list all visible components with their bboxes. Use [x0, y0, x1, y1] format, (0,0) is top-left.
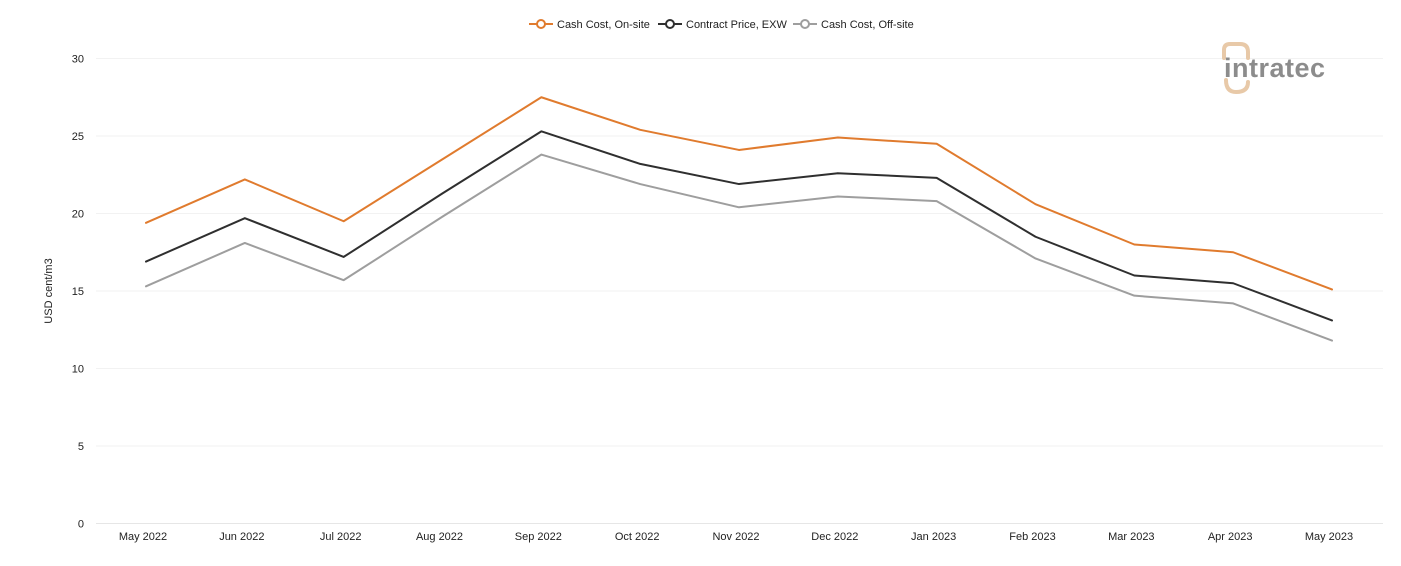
data-point [244, 178, 246, 181]
legend-marker-icon [665, 19, 675, 29]
data-point [1331, 339, 1333, 342]
series-line-1 [145, 130, 1333, 322]
data-point [441, 192, 444, 195]
series-line-2 [145, 153, 1333, 342]
data-point [1034, 257, 1037, 260]
intratec-logo: intratec [1222, 42, 1326, 95]
x-tick-label: Nov 2022 [712, 531, 759, 543]
y-tick-label: 5 [78, 441, 84, 453]
y-tick-label: 15 [72, 286, 84, 298]
data-point [145, 260, 147, 263]
data-point [1133, 243, 1136, 246]
x-tick-label: Jun 2022 [219, 531, 264, 543]
data-point [639, 163, 641, 165]
series-line-0 [145, 96, 1333, 291]
x-tick-label: Oct 2022 [615, 531, 660, 543]
y-axis-title: USD cent/m3 [43, 258, 55, 323]
data-point [738, 206, 740, 209]
data-point [342, 256, 345, 258]
data-point [441, 158, 444, 161]
data-point [441, 215, 444, 218]
legend[interactable]: Cash Cost, On-site Contract Price, EXW Cas… [529, 19, 914, 31]
legend-label: Cash Cost, On-site [557, 19, 650, 31]
series-lines [145, 96, 1333, 342]
data-point [837, 136, 839, 139]
legend-marker-icon [800, 19, 810, 29]
y-axis-ticks: 0 5 10 15 20 25 30 [72, 54, 84, 531]
data-point [540, 153, 543, 156]
x-tick-label: Sep 2022 [515, 531, 562, 543]
data-point [1331, 319, 1333, 322]
grid-lines [96, 58, 1383, 524]
data-point [342, 220, 345, 223]
data-point [738, 149, 740, 151]
data-point [540, 96, 543, 99]
data-point [935, 177, 938, 179]
data-point [837, 172, 839, 174]
legend-label: Contract Price, EXW [686, 19, 787, 31]
data-point [1133, 294, 1136, 297]
y-tick-label: 20 [72, 209, 84, 221]
data-point [244, 217, 246, 219]
legend-marker-icon [536, 19, 546, 29]
data-point [935, 142, 938, 145]
x-tick-label: Feb 2023 [1009, 531, 1055, 543]
data-point [1232, 302, 1234, 305]
data-point [244, 242, 246, 244]
y-tick-label: 10 [72, 364, 84, 376]
x-tick-label: Mar 2023 [1108, 531, 1154, 543]
y-tick-label: 30 [72, 54, 84, 66]
data-point [639, 129, 641, 131]
data-point [145, 285, 147, 288]
x-tick-label: May 2023 [1305, 531, 1353, 543]
x-tick-label: Aug 2022 [416, 531, 463, 543]
x-tick-label: Dec 2022 [811, 531, 858, 543]
legend-label: Cash Cost, Off-site [821, 19, 914, 31]
legend-item[interactable]: Cash Cost, Off-site [793, 19, 914, 31]
data-point [738, 183, 740, 185]
legend-item[interactable]: Cash Cost, On-site [529, 19, 650, 31]
data-point [1232, 282, 1234, 285]
legend-item[interactable]: Contract Price, EXW [658, 19, 787, 31]
data-point [1331, 288, 1333, 291]
logo-text: intratec [1224, 53, 1326, 83]
y-tick-label: 0 [78, 519, 84, 531]
data-point [1133, 274, 1136, 277]
x-tick-label: Jan 2023 [911, 531, 956, 543]
data-point [540, 130, 543, 133]
x-tick-label: May 2022 [119, 531, 167, 543]
logo-arc-icon [1222, 42, 1250, 60]
data-point [1232, 251, 1234, 254]
data-point [935, 200, 938, 202]
data-point [145, 222, 147, 224]
logo-hook-icon [1224, 78, 1250, 95]
x-axis-ticks: May 2022 Jun 2022 Jul 2022 Aug 2022 Sep 2022… [119, 531, 1353, 543]
data-point [1034, 235, 1037, 238]
x-tick-label: Jul 2022 [320, 531, 362, 543]
data-point [1034, 203, 1037, 205]
y-tick-label: 25 [72, 131, 84, 143]
data-point [639, 183, 641, 185]
x-tick-label: Apr 2023 [1208, 531, 1253, 543]
data-point [837, 195, 839, 198]
data-point [342, 279, 345, 281]
